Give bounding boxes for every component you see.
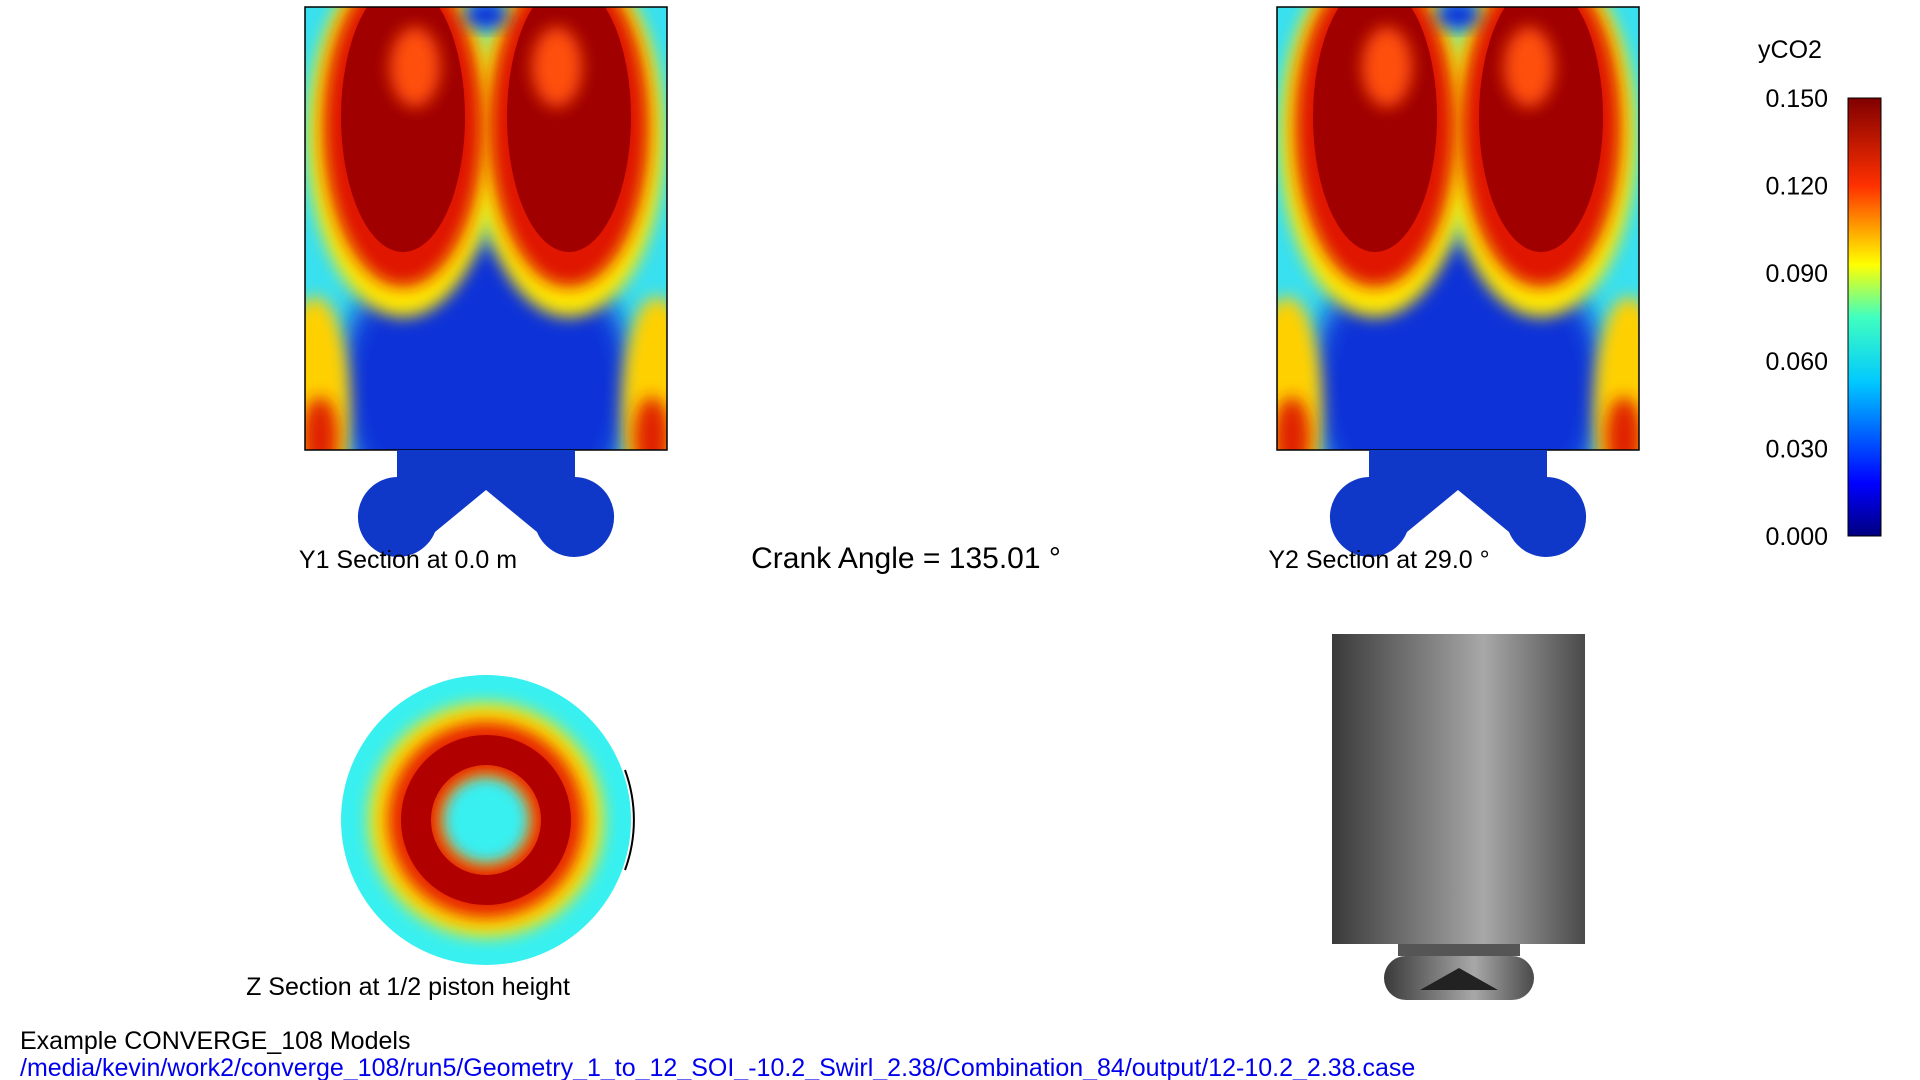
colorbar-tick-label: 0.090: [1765, 260, 1828, 288]
y2-caption: Y2 Section at 29.0 °: [1268, 546, 1489, 574]
colorbar-title: yCO2: [1758, 36, 1822, 64]
footer-title: Example CONVERGE_108 Models: [20, 1027, 410, 1055]
y1-section: [280, 0, 692, 557]
z-caption: Z Section at 1/2 piston height: [246, 973, 570, 1001]
z-section: [341, 675, 635, 965]
colorbar-tick-label: 0.060: [1765, 348, 1828, 376]
colorbar-ticks: 0.150 0.120 0.090 0.060 0.030 0.000: [1765, 85, 1828, 551]
cylinder-3d: [1332, 634, 1585, 1000]
y1-caption: Y1 Section at 0.0 m: [299, 546, 517, 574]
crank-angle: Crank Angle = 135.01 °: [751, 542, 1061, 575]
colorbar: yCO2 0.150 0.120 0.090 0.060 0.030 0.000: [1758, 36, 1882, 551]
colorbar-tick-label: 0.030: [1765, 435, 1828, 463]
footer-path: /media/kevin/work2/converge_108/run5/Geo…: [20, 1054, 1415, 1080]
y2-section: [1252, 0, 1664, 557]
colorbar-tick-label: 0.120: [1765, 173, 1828, 201]
colorbar-tick-label: 0.000: [1765, 523, 1828, 551]
colorbar-tick-label: 0.150: [1765, 85, 1828, 113]
